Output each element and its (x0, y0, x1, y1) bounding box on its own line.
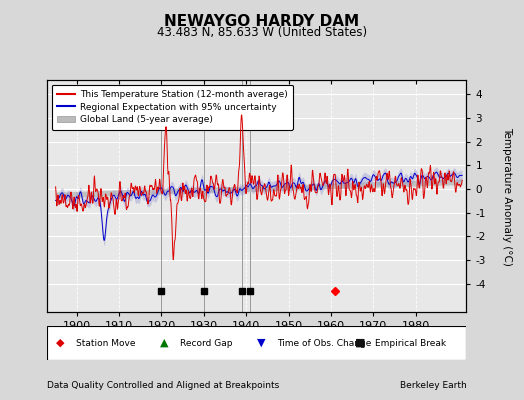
Text: Time of Obs. Change: Time of Obs. Change (277, 338, 372, 348)
Text: ■: ■ (355, 338, 366, 348)
Text: Station Move: Station Move (75, 338, 135, 348)
FancyBboxPatch shape (47, 326, 466, 360)
Text: Record Gap: Record Gap (180, 338, 233, 348)
Text: 43.483 N, 85.633 W (United States): 43.483 N, 85.633 W (United States) (157, 26, 367, 39)
Text: ◆: ◆ (56, 338, 64, 348)
Text: Berkeley Earth: Berkeley Earth (400, 381, 466, 390)
Text: NEWAYGO HARDY DAM: NEWAYGO HARDY DAM (165, 14, 359, 29)
Text: ▼: ▼ (257, 338, 265, 348)
Text: ▲: ▲ (160, 338, 169, 348)
Legend: This Temperature Station (12-month average), Regional Expectation with 95% uncer: This Temperature Station (12-month avera… (52, 84, 293, 130)
Text: Empirical Break: Empirical Break (375, 338, 446, 348)
Y-axis label: Temperature Anomaly (°C): Temperature Anomaly (°C) (503, 126, 512, 266)
Text: Data Quality Controlled and Aligned at Breakpoints: Data Quality Controlled and Aligned at B… (47, 381, 279, 390)
